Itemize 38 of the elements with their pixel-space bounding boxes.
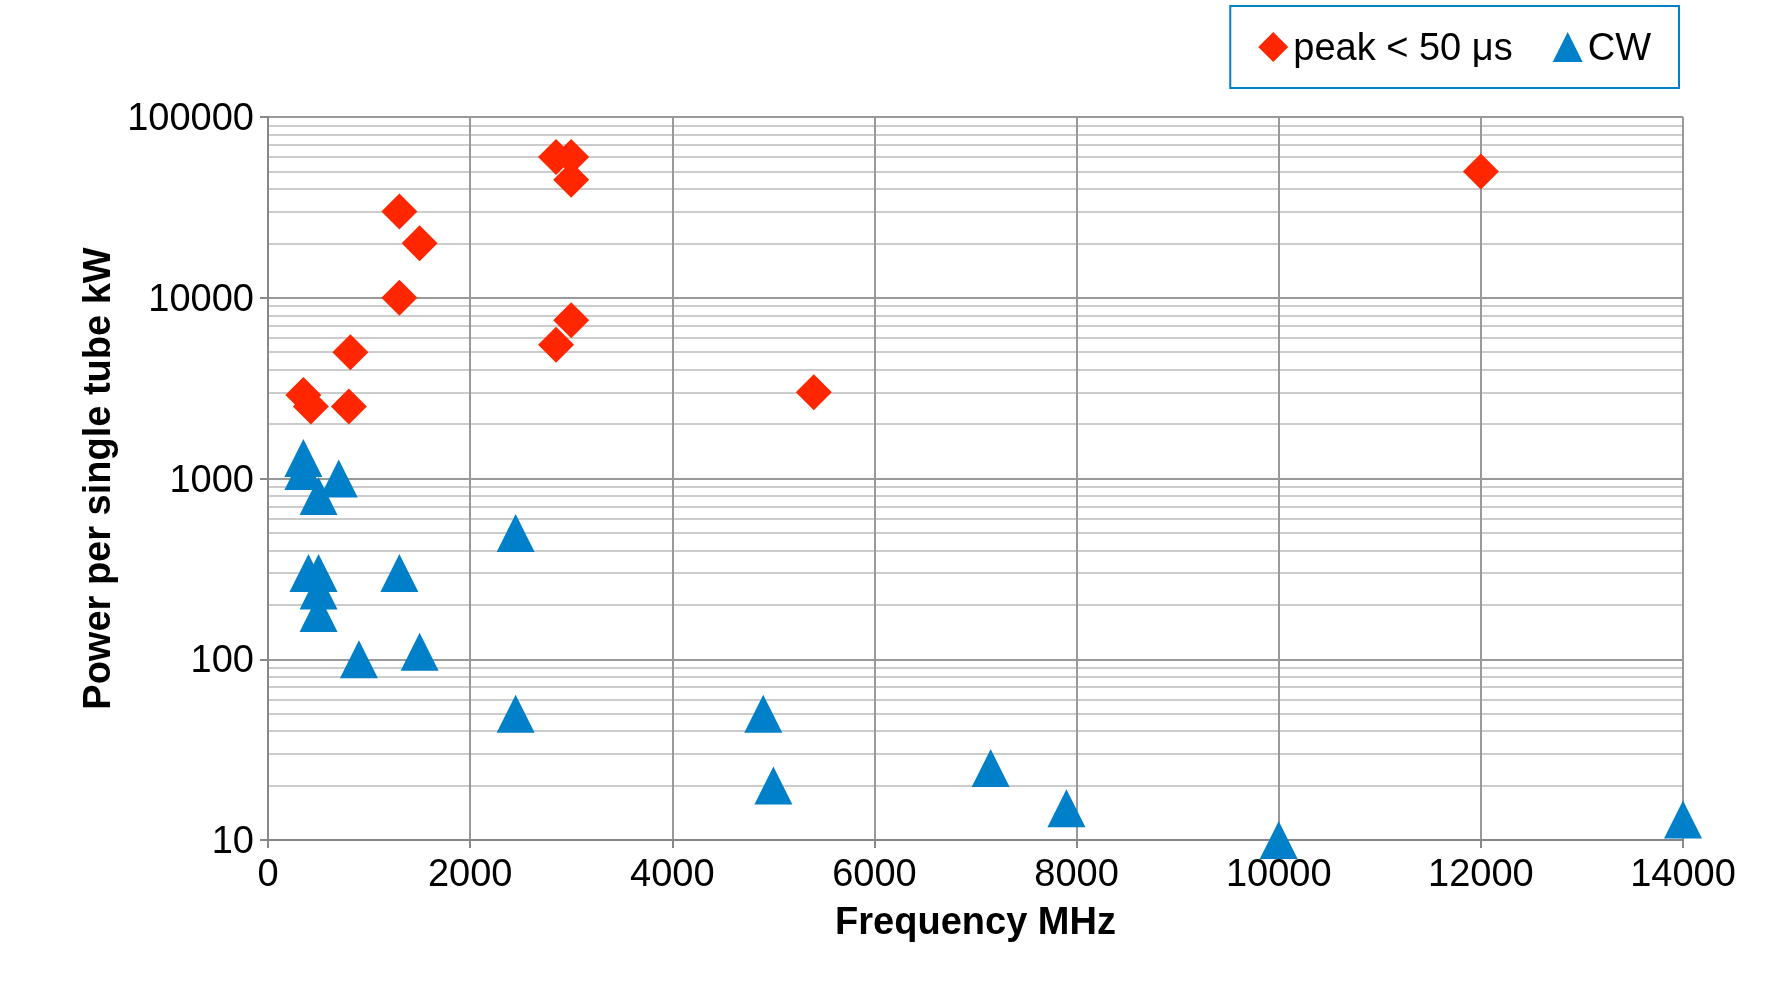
x-tick-label: 12000	[1428, 852, 1534, 894]
point	[380, 554, 419, 593]
y-tick-label: 10000	[148, 276, 254, 319]
y-tick-label: 100000	[127, 96, 254, 138]
x-tick-label: 14000	[1630, 852, 1736, 894]
legend-label: CW	[1587, 26, 1652, 68]
point	[299, 477, 338, 516]
point	[381, 193, 418, 230]
y-axis-title: Power per single tube kW	[76, 247, 119, 710]
point	[496, 694, 535, 733]
point	[330, 388, 367, 425]
point	[971, 749, 1010, 788]
y-tick-label: 100	[190, 638, 254, 681]
point	[1664, 800, 1702, 839]
point	[1047, 789, 1086, 828]
x-tick-label: 4000	[630, 852, 715, 894]
point	[1462, 153, 1499, 190]
y-tick-label: 1000	[169, 457, 254, 500]
x-axis-title: Frequency MHz	[835, 900, 1116, 942]
x-tick-label: 0	[257, 852, 279, 894]
point	[400, 632, 439, 671]
x-tick-label: 2000	[427, 852, 513, 894]
point	[538, 326, 575, 363]
point	[1259, 821, 1298, 859]
point	[754, 766, 793, 805]
point	[795, 374, 832, 411]
point	[339, 640, 378, 679]
point	[401, 225, 438, 262]
y-tick-label: 10	[211, 819, 254, 861]
point	[496, 513, 535, 552]
point	[332, 334, 369, 371]
x-tick-label: 10000	[1225, 852, 1332, 894]
x-tick-label: 6000	[832, 852, 917, 894]
point	[381, 279, 418, 316]
point	[553, 302, 590, 339]
legend-label: peak < 50 μs	[1293, 26, 1513, 68]
x-tick-label: 8000	[1034, 852, 1119, 894]
point	[744, 694, 783, 733]
